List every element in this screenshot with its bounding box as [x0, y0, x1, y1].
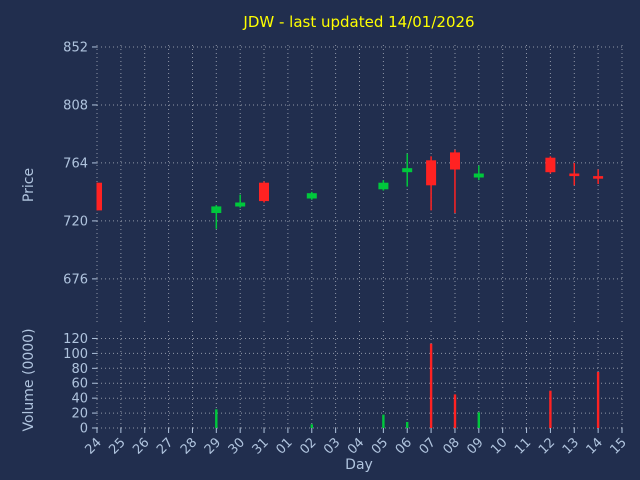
candle-07: [426, 156, 437, 211]
price-tick-label: 720: [63, 214, 88, 229]
candle-09: [473, 165, 484, 181]
candle-24: [96, 182, 102, 211]
day-tick-label: 13: [560, 435, 582, 457]
day-tick-label: 29: [202, 435, 224, 457]
candle-06: [402, 153, 413, 187]
volume-tick-label: 40: [71, 392, 88, 407]
day-tick-label: 06: [393, 435, 415, 457]
volume-tick-label: 20: [71, 407, 88, 422]
day-tick-label: 25: [106, 435, 128, 457]
candle-29: [211, 205, 222, 229]
volume-axis-label: Volume (0000): [21, 328, 37, 431]
day-tick-label: 28: [178, 435, 200, 457]
volume-tick-label: 60: [71, 377, 88, 392]
volume-bar-29: [215, 409, 218, 428]
volume-bar-02: [310, 424, 313, 428]
day-tick-label: 01: [273, 435, 295, 457]
volume-tick-label: 100: [63, 347, 88, 362]
day-tick-label: 30: [226, 435, 248, 457]
day-tick-label: 07: [417, 435, 439, 457]
day-tick-label: 26: [130, 435, 152, 457]
day-tick-label: 10: [488, 435, 510, 457]
day-tick-label: 31: [250, 435, 272, 457]
price-tick-label: 676: [63, 272, 88, 287]
volume-bar-05: [382, 414, 385, 428]
day-tick-label: 15: [608, 435, 630, 457]
day-tick-label: 27: [154, 435, 176, 457]
chart-title: JDW - last updated 14/01/2026: [242, 13, 474, 31]
day-tick-label: 12: [536, 435, 558, 457]
candle-05: [378, 180, 389, 191]
gridlines: [96, 45, 623, 429]
volume-tick-label: 120: [63, 332, 88, 347]
day-tick-label: 02: [297, 435, 319, 457]
day-tick-label: 03: [321, 435, 343, 457]
price-tick-label: 808: [63, 98, 88, 113]
day-tick-label: 08: [440, 435, 462, 457]
volume-bar-06: [406, 422, 409, 428]
day-tick-label: 24: [83, 435, 105, 457]
candle-12: [545, 156, 556, 174]
candle-08: [450, 149, 460, 213]
candle-14: [593, 169, 604, 184]
price-axis-label: Price: [21, 168, 37, 202]
candle-31: [259, 181, 269, 203]
volume-bar-07: [429, 343, 433, 428]
x-axis-label: Day: [345, 457, 373, 473]
volume-tick-label: 0: [80, 422, 88, 437]
volume-bar-09: [477, 412, 480, 428]
day-tick-label: 09: [464, 435, 486, 457]
volume-bar-12: [549, 390, 552, 428]
day-tick-label: 04: [345, 435, 367, 457]
candles: [96, 149, 604, 229]
price-tick-label: 764: [63, 156, 88, 171]
volume-bar-14: [596, 372, 600, 428]
day-tick-label: 14: [584, 435, 606, 457]
candle-30: [235, 194, 246, 208]
price-tick-label: 852: [63, 40, 88, 55]
volume-tick-label: 80: [71, 362, 88, 377]
day-tick-label: 05: [369, 435, 391, 457]
candle-02: [306, 191, 317, 200]
volume-bar-08: [453, 394, 457, 428]
day-tick-label: 11: [512, 435, 534, 457]
candle-13: [569, 162, 580, 186]
volume-bars: [215, 343, 600, 428]
